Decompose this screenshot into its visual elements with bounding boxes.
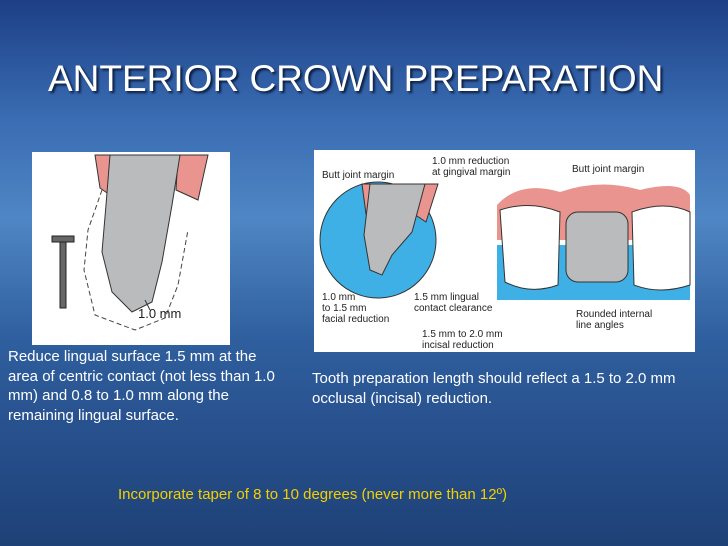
pointer — [144, 299, 151, 311]
instrument — [59, 237, 67, 309]
figure-label: 1.0 mm — [138, 306, 181, 321]
figure-label: 1.5 mm to 2.0 mm — [422, 329, 503, 340]
figure-label: to 1.5 mm — [322, 303, 366, 314]
tooth — [101, 154, 181, 313]
figure-label: 1.5 mm lingual — [414, 292, 479, 303]
figure-label: contact clearance — [414, 303, 493, 314]
figure-label: Butt joint margin — [322, 170, 394, 181]
footer-text: Incorporate taper of 8 to 10 degrees (ne… — [118, 486, 508, 503]
figure-label: Rounded internal — [576, 309, 652, 320]
tooth — [363, 183, 426, 276]
instrument — [51, 235, 75, 243]
figure-label: line angles — [576, 320, 624, 331]
prepared-tooth — [565, 211, 629, 283]
slide-title: ANTERIOR CROWN PREPARATION — [48, 58, 664, 99]
right-text: Tooth preparation length should reflect … — [312, 370, 676, 407]
figure-label: incisal reduction — [422, 340, 494, 351]
figure-label: 1.0 mm reduction — [432, 156, 509, 167]
figure-label: at gingival margin — [432, 167, 510, 178]
tooth — [499, 205, 561, 290]
figure-label: 1.0 mm — [322, 292, 355, 303]
outline — [83, 189, 189, 331]
left-text: Reduce lingual surface 1.5 mm at the are… — [8, 348, 275, 424]
figure-label: facial reduction — [322, 314, 389, 325]
figure-label: Butt joint margin — [572, 164, 644, 175]
tooth — [631, 205, 691, 291]
